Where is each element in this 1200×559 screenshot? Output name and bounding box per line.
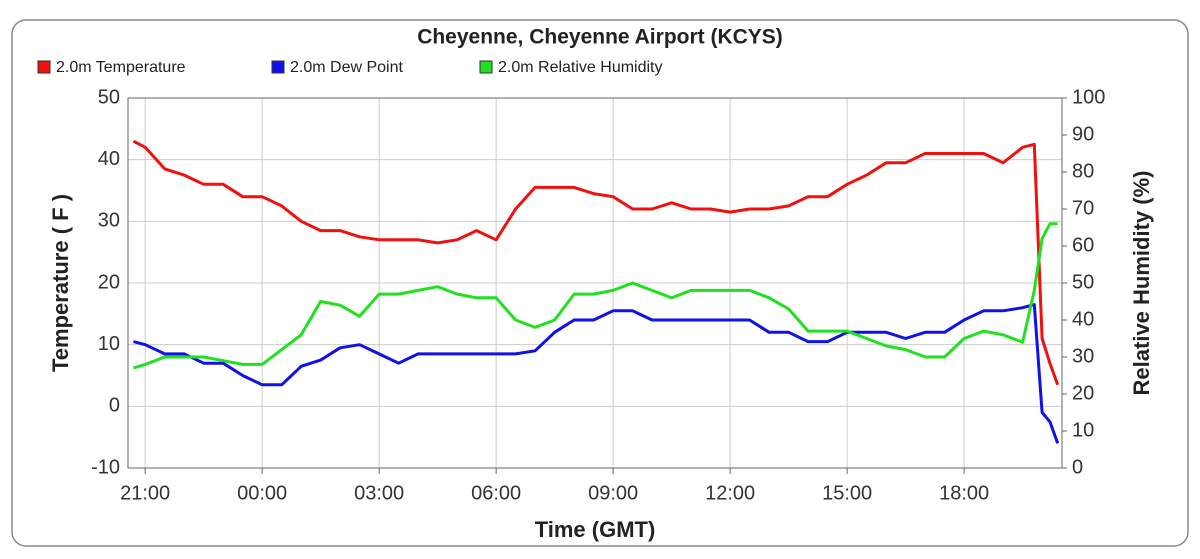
y-tick-label: 10 (98, 333, 120, 355)
y2-tick-label: 10 (1072, 419, 1094, 441)
legend-label: 2.0m Relative Humidity (498, 59, 663, 76)
y2-tick-label: 20 (1072, 382, 1094, 404)
x-tick-label: 00:00 (237, 482, 287, 504)
series-line (132, 139, 1060, 386)
y2-tick-label: 30 (1072, 345, 1094, 367)
y2-tick-label: 90 (1072, 123, 1094, 145)
y2-tick-label: 50 (1072, 271, 1094, 293)
x-axis-label: Time (GMT) (535, 517, 656, 542)
x-tick-label: 09:00 (588, 482, 638, 504)
y2-axis-label: Relative Humidity (%) (1129, 171, 1154, 396)
x-tick-label: 12:00 (705, 482, 755, 504)
legend-swatch (271, 60, 285, 74)
y2-tick-label: 0 (1072, 456, 1083, 478)
legend-swatch (37, 60, 51, 74)
y-tick-label: 0 (109, 395, 120, 417)
chart-title: Cheyenne, Cheyenne Airport (KCYS) (417, 26, 783, 49)
series-line (133, 222, 1058, 370)
y-tick-label: -10 (91, 456, 120, 478)
y-tick-label: 40 (98, 148, 120, 170)
legend-label: 2.0m Dew Point (290, 59, 403, 76)
y-tick-label: 50 (98, 86, 120, 108)
legend-label: 2.0m Temperature (56, 59, 186, 76)
y2-tick-label: 100 (1072, 86, 1105, 108)
series-line (133, 303, 1060, 444)
x-tick-label: 21:00 (120, 482, 170, 504)
x-tick-label: 18:00 (939, 482, 989, 504)
y2-tick-label: 70 (1072, 197, 1094, 219)
legend-swatch (479, 60, 493, 74)
x-tick-label: 15:00 (822, 482, 872, 504)
y-tick-label: 30 (98, 210, 120, 232)
x-tick-label: 06:00 (471, 482, 521, 504)
y2-tick-label: 40 (1072, 308, 1094, 330)
y2-tick-label: 80 (1072, 160, 1094, 182)
plot-border (127, 97, 1063, 469)
y-axis-label: Temperature ( F ) (48, 194, 73, 372)
x-tick-label: 03:00 (354, 482, 404, 504)
y2-tick-label: 60 (1072, 234, 1094, 256)
y-tick-label: 20 (98, 271, 120, 293)
